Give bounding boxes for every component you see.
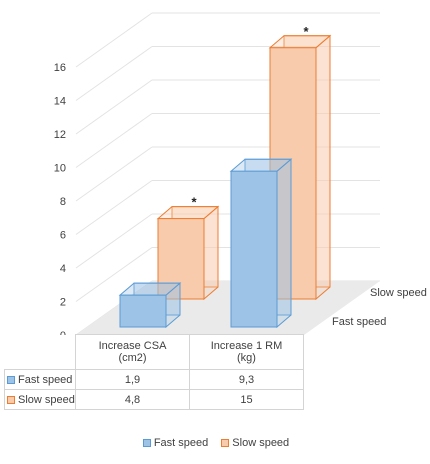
- series-axis-label: Fast speed: [332, 316, 386, 328]
- legend-swatch-slow: [221, 439, 230, 447]
- category-label-line1: Increase CSA: [98, 340, 167, 352]
- legend-item-slow: Slow speed: [219, 437, 289, 449]
- category-header: Increase CSA (cm2): [75, 334, 190, 370]
- data-table-row: Fast speed 1,9 9,3: [4, 369, 304, 390]
- slow-speed-swatch: [7, 395, 15, 404]
- category-label-line1: Increase 1 RM: [210, 340, 283, 352]
- bar-slow-speed: [156, 205, 220, 301]
- gridline: [75, 79, 153, 135]
- bar-slow-speed: [268, 34, 332, 301]
- bar-front-face: [119, 294, 167, 328]
- bar-fast-speed: [229, 158, 293, 329]
- row-label-cell: Slow speed: [4, 389, 76, 410]
- row-label: Fast speed: [18, 373, 73, 386]
- data-cell: 1,9: [75, 369, 190, 390]
- row-label-cell: Fast speed: [4, 369, 76, 390]
- bar-front-face: [230, 170, 278, 328]
- data-cell: 15: [189, 389, 304, 410]
- data-cell: 4,8: [75, 389, 190, 410]
- legend-label: Fast speed: [153, 437, 209, 449]
- legend: Fast speed Slow speed: [0, 437, 430, 449]
- series-axis-label: Slow speed: [370, 287, 427, 299]
- gridline: [75, 113, 153, 168]
- y-tick-label: 14: [54, 96, 66, 108]
- category-label-line2: (kg): [237, 352, 256, 364]
- fast-speed-swatch: [7, 375, 15, 384]
- data-table-header-row: Increase CSA (cm2) Increase 1 RM (kg): [4, 334, 304, 370]
- legend-item-fast: Fast speed: [141, 437, 208, 449]
- chart-plot-area: 0 2 4 6 8 10 12 14 16 * * Slow speed Fast speed: [54, 12, 427, 335]
- data-table-corner: [4, 334, 76, 370]
- significance-star: *: [191, 195, 197, 210]
- y-tick-label: 2: [60, 297, 66, 309]
- y-tick-label: 8: [60, 196, 66, 208]
- data-cell: 9,3: [189, 369, 304, 390]
- gridline: [75, 180, 153, 235]
- data-table-row: Slow speed 4,8 15: [4, 389, 304, 410]
- data-table: Increase CSA (cm2) Increase 1 RM (kg) Fast…: [4, 334, 304, 410]
- gridline: [75, 12, 153, 68]
- category-header: Increase 1 RM (kg): [189, 334, 304, 370]
- legend-label: Slow speed: [232, 437, 290, 449]
- significance-star: *: [303, 24, 309, 39]
- category-label-line2: (cm2): [118, 352, 147, 364]
- gridline: [75, 247, 153, 302]
- y-tick-label: 12: [54, 129, 66, 141]
- gridline: [75, 46, 153, 101]
- y-tick-label: 16: [54, 62, 66, 74]
- bar-front-face: [157, 218, 205, 300]
- bar-fast-speed: [118, 282, 182, 329]
- y-tick-label: 4: [60, 263, 66, 275]
- gridline: [75, 213, 153, 269]
- y-tick-label: 0: [60, 330, 66, 335]
- bar-side-face: [203, 205, 219, 301]
- bar-side-face: [315, 34, 331, 301]
- y-tick-label: 10: [54, 163, 66, 175]
- bar-side-face: [276, 158, 292, 329]
- legend-swatch-fast: [142, 439, 151, 447]
- y-tick-label: 6: [60, 230, 66, 242]
- row-label: Slow speed: [18, 393, 75, 406]
- gridline: [75, 146, 153, 202]
